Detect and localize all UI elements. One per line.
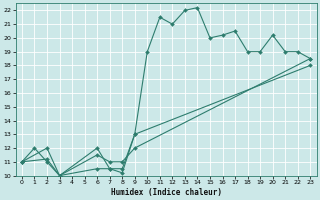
X-axis label: Humidex (Indice chaleur): Humidex (Indice chaleur) [111, 188, 221, 197]
